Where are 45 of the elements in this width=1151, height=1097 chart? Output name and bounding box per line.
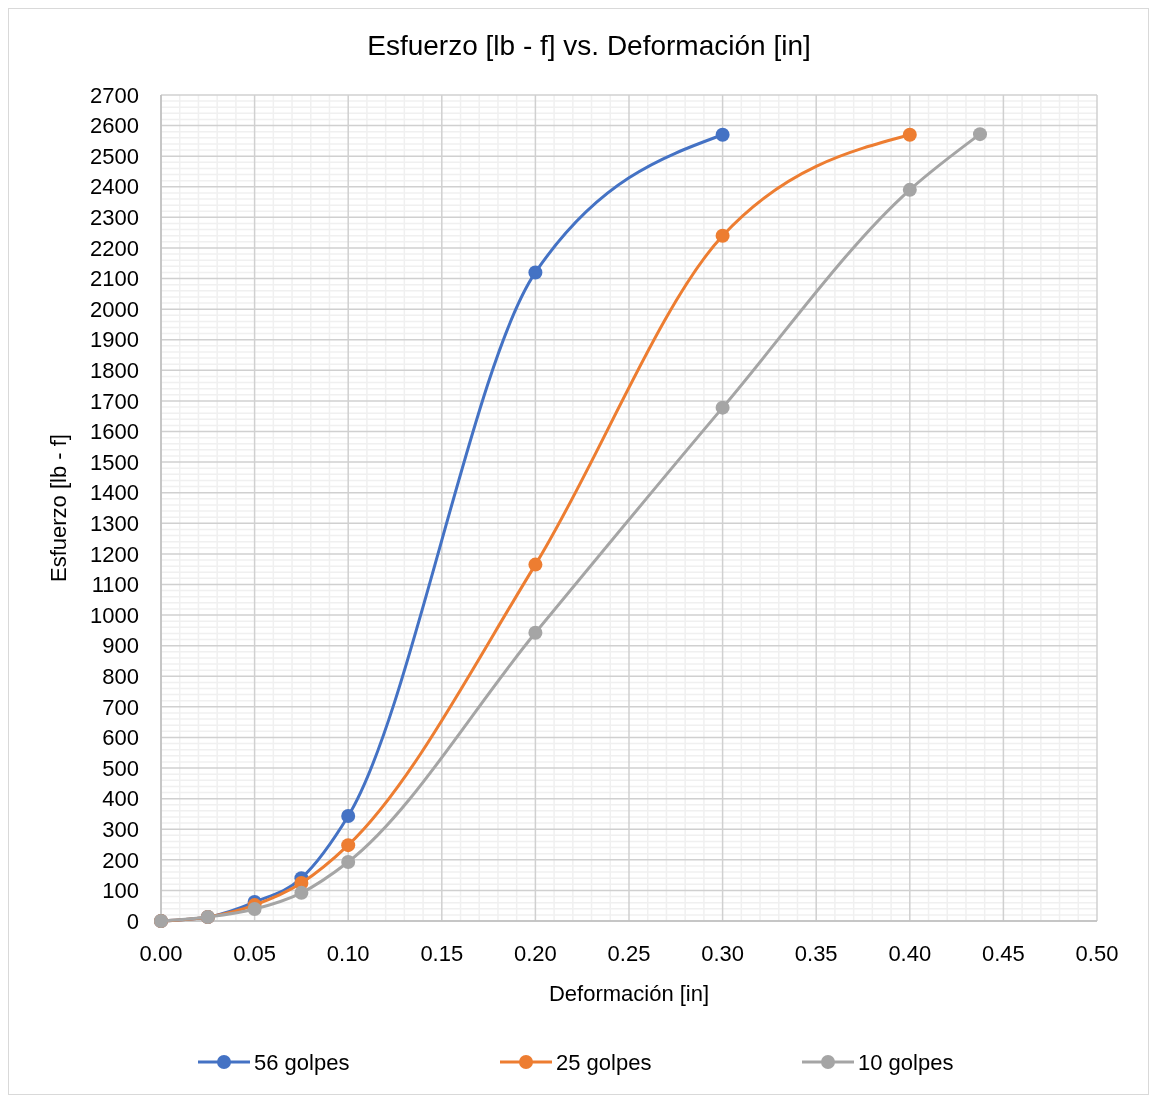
y-tick-label: 2500 — [90, 143, 139, 169]
x-tick-label: 0.45 — [981, 941, 1025, 966]
x-tick-label: 0.10 — [326, 941, 370, 966]
y-tick-label: 300 — [102, 816, 139, 842]
y-tick-label: 2300 — [90, 205, 139, 231]
y-tick-label: 200 — [102, 847, 139, 873]
y-tick-label: 0 — [126, 908, 139, 934]
y-tick-label: 1100 — [91, 572, 139, 598]
y-tick-label: 2100 — [90, 266, 139, 292]
y-tick-label: 1800 — [90, 358, 139, 384]
x-tick-label: 0.00 — [139, 941, 183, 966]
legend-label: 10 golpes — [858, 1049, 954, 1075]
x-tick-label: 0.25 — [607, 941, 651, 966]
y-axis-title: Esfuerzo [lb - f] — [46, 434, 71, 582]
x-axis-title: Deformación [in] — [548, 981, 710, 1006]
y-tick-label: 1200 — [90, 541, 139, 567]
y-tick-label: 2400 — [90, 174, 139, 200]
x-tick-label: 0.05 — [233, 941, 277, 966]
y-tick-label: 1000 — [90, 602, 139, 628]
legend-label: 25 golpes — [556, 1049, 652, 1075]
y-tick-label: 1600 — [90, 419, 139, 445]
y-tick-label: 1700 — [90, 388, 139, 414]
y-tick-label: 400 — [102, 786, 139, 812]
x-tick-label: 0.30 — [701, 941, 745, 966]
y-tick-label: 600 — [102, 725, 139, 751]
y-tick-label: 1500 — [90, 449, 139, 475]
y-tick-label: 2600 — [90, 113, 139, 139]
y-tick-label: 1400 — [90, 480, 139, 506]
x-tick-label: 0.50 — [1075, 941, 1119, 966]
y-tick-label: 1300 — [90, 511, 139, 536]
y-tick-label: 800 — [102, 663, 139, 689]
y-tick-label: 2700 — [90, 82, 139, 108]
y-tick-label: 2200 — [90, 235, 139, 261]
y-tick-label: 700 — [102, 694, 139, 720]
y-tick-label: 1900 — [90, 327, 139, 353]
x-tick-label: 0.20 — [513, 941, 557, 966]
x-tick-label: 0.40 — [888, 941, 932, 966]
y-tick-label: 2000 — [90, 296, 139, 322]
y-tick-label: 500 — [102, 755, 139, 781]
legend-label: 56 golpes — [254, 1049, 350, 1075]
y-tick-label: 900 — [102, 633, 139, 659]
x-tick-label: 0.35 — [794, 941, 838, 966]
y-tick-label: 100 — [102, 878, 139, 904]
chart-title: Esfuerzo [lb - f] vs. Deformación [in] — [367, 30, 811, 61]
x-tick-label: 0.15 — [420, 941, 464, 966]
